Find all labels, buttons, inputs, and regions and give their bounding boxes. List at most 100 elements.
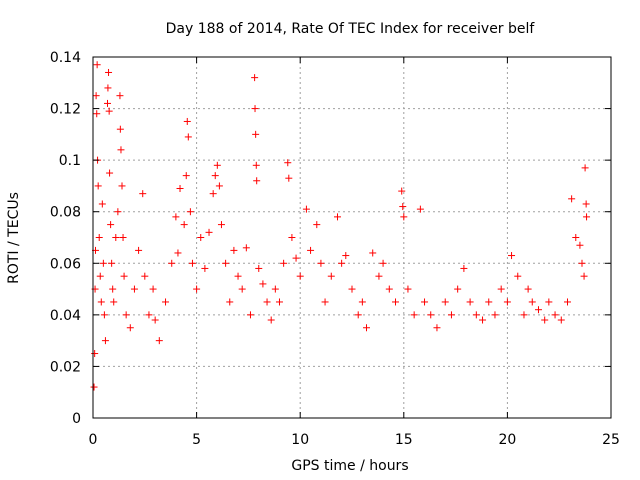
data-point [578,259,586,267]
data-point [497,285,505,293]
data-point [541,316,549,324]
data-point [399,203,407,211]
data-point [363,324,371,332]
data-point [466,298,474,306]
data-point [230,246,238,254]
data-point [392,298,400,306]
data-point [107,221,115,229]
data-point [155,337,163,345]
data-point [119,234,127,241]
data-point [379,259,387,267]
data-point [327,272,335,280]
data-point [568,195,576,203]
data-point [251,74,259,82]
data-point [421,298,429,306]
data-point [104,84,112,92]
data-point [358,298,366,306]
grid [93,57,611,418]
data-point [572,234,580,241]
data-point [168,259,176,267]
data-point [238,285,246,293]
data-point [97,298,105,306]
data-point [118,182,126,190]
data-point [369,249,377,257]
data-point [193,285,201,293]
data-point [296,272,304,280]
data-point [116,125,124,133]
data-point [95,234,103,241]
data-point [338,259,346,267]
data-point [275,298,283,306]
data-point [557,316,565,324]
data-point [211,172,219,180]
data-point [217,221,225,229]
data-point [400,213,408,221]
data-point [120,272,128,280]
data-point [197,234,205,241]
data-point [234,272,242,280]
data-point [252,130,260,138]
data-point [114,208,122,216]
data-point [514,272,522,280]
data-point [117,146,125,154]
data-point [174,249,182,257]
data-point [447,311,455,319]
data-point [242,244,250,252]
data-point [348,285,356,293]
data-point [520,311,528,319]
data-point [302,205,310,213]
data-point [503,298,511,306]
data-point [280,259,288,267]
y-tick-label: 0.02 [50,359,81,375]
data-point [563,298,571,306]
data-point [524,285,532,293]
data-point [162,298,170,306]
data-point [139,190,147,198]
data-point [213,161,221,169]
data-point [253,177,261,185]
data-point [215,182,223,190]
data-point [581,164,589,172]
data-point [528,298,536,306]
data-point [313,221,321,229]
data-point [410,311,418,319]
data-point [116,92,124,100]
data-point [427,311,435,319]
data-point [172,213,180,221]
data-point [263,298,271,306]
y-tick-label: 0 [72,411,81,427]
data-point [205,228,213,236]
data-point [251,105,259,113]
data-point [105,68,113,76]
data-point [183,117,191,125]
data-point [551,311,559,319]
data-point [333,213,341,221]
data-point [93,61,101,69]
y-tick-label: 0.12 [50,102,81,118]
data-point [472,311,480,319]
data-point [222,259,230,267]
data-point [184,133,192,141]
y-tick-label: 0.1 [59,153,81,169]
y-tick-label: 0.06 [50,256,81,272]
data-point [96,272,104,280]
data-point [176,185,184,193]
data-point [255,264,263,272]
data-point [284,159,292,167]
data-point [188,259,196,267]
data-point [135,246,143,254]
data-point [479,316,487,324]
data-point [292,254,300,262]
data-point [91,350,99,358]
data-point [259,280,267,288]
axis-ticks: 0 0.02 0.04 0.06 0.08 0.1 0.12 0.14 0 5 10 15 20 25 [50,50,620,448]
data-point [252,161,260,169]
data-point [122,311,130,319]
data-point [226,298,234,306]
data-point [186,208,194,216]
data-point [104,99,112,107]
data-point [149,285,157,293]
x-tick-label: 25 [602,432,620,448]
data-point [182,172,190,180]
